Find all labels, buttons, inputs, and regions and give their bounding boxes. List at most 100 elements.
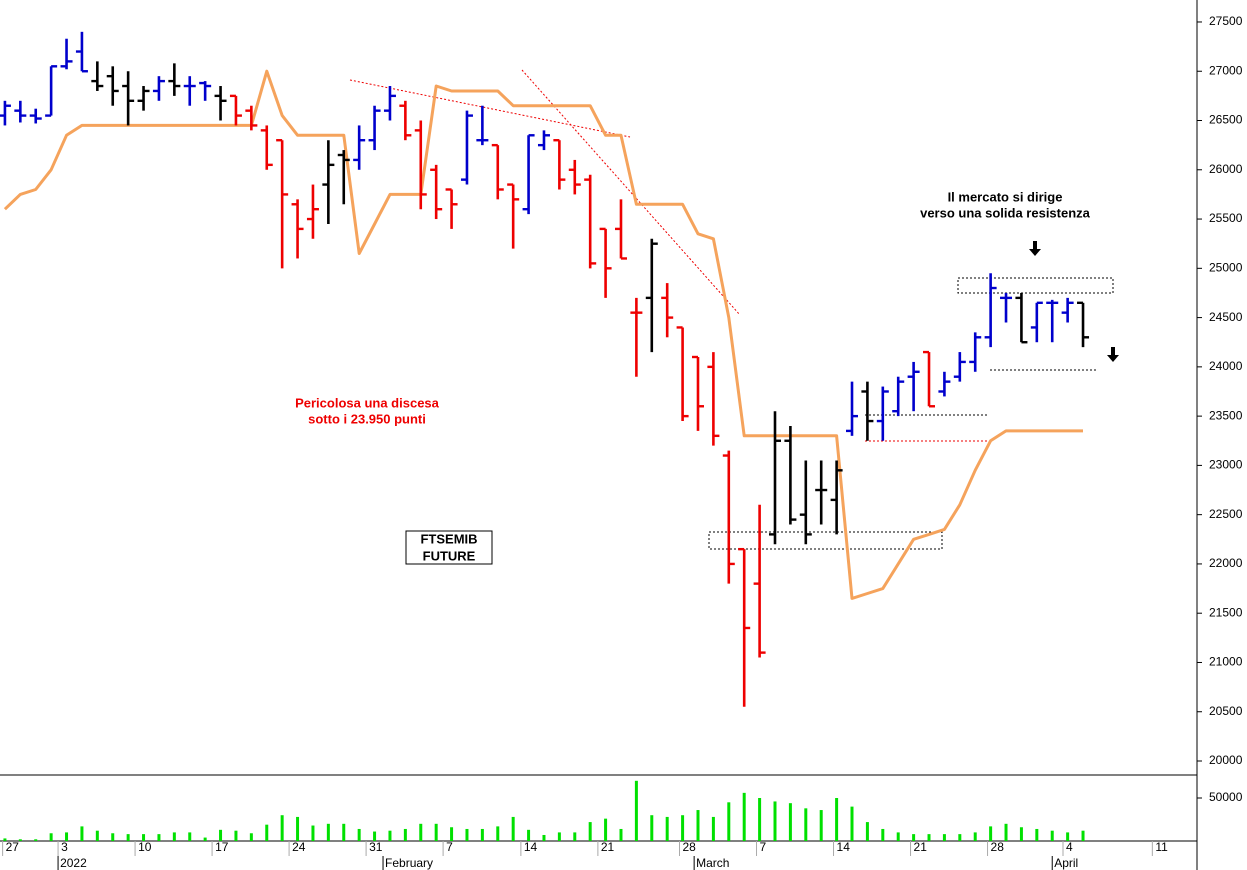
ohlc-bar [784, 425, 797, 525]
ohlc-bar [769, 411, 782, 545]
ohlc-bar [137, 86, 150, 111]
ohlc-bar [923, 350, 936, 408]
x-tick-label: 7 [446, 840, 453, 854]
ohlc-bar [676, 326, 689, 422]
x-tick-label: 31 [369, 840, 383, 854]
arrow-down [1107, 347, 1119, 362]
ohlc-bar [214, 86, 227, 121]
ohlc-bar [584, 174, 597, 269]
period-label: February [385, 856, 433, 870]
annotation: Il mercato si dirige [948, 189, 1063, 204]
ohlc-bar [383, 86, 396, 121]
ohlc-bar [568, 159, 581, 195]
ohlc-bar [106, 66, 119, 106]
trend-line [349, 79, 631, 138]
ohlc-bar [414, 120, 427, 210]
ohlc-bar [45, 65, 58, 117]
ohlc-bar [430, 164, 443, 220]
ohlc-bar [738, 547, 751, 707]
ohlc-bar [199, 81, 212, 101]
ohlc-bar [368, 105, 381, 151]
x-tick-label: 4 [1066, 840, 1073, 854]
ohlc-bar [1000, 292, 1013, 323]
x-tick-label: 14 [524, 840, 538, 854]
x-tick-label: 7 [760, 840, 767, 854]
y-tick-label: 24000 [1209, 359, 1243, 373]
y-tick-label: 25000 [1209, 260, 1243, 274]
ohlc-bar [337, 150, 350, 205]
ohlc-bar [14, 100, 27, 123]
ohlc-bar [1015, 292, 1028, 344]
x-tick-label: 24 [292, 840, 306, 854]
y-tick-label: 50000 [1209, 790, 1243, 804]
ohlc-bar [60, 38, 73, 70]
x-tick-label: 28 [683, 840, 697, 854]
x-tick-label: 27 [6, 840, 20, 854]
ohlc-bar [276, 139, 289, 269]
ohlc-bar [876, 386, 889, 441]
label-box-text: FUTURE [423, 548, 476, 563]
period-label: 2022 [60, 856, 87, 870]
y-tick-label: 22000 [1209, 556, 1243, 570]
trend-line [521, 69, 741, 316]
decorations [349, 69, 1119, 565]
ohlc-bar [491, 143, 504, 200]
ohlc-bar [861, 381, 874, 441]
y-tick-label: 23500 [1209, 408, 1243, 422]
ohlc-bar [353, 125, 366, 170]
y-tick-label: 20000 [1209, 753, 1243, 767]
ohlc-bar [0, 100, 11, 126]
y-tick-label: 27000 [1209, 63, 1243, 77]
ohlc-bar [1077, 301, 1090, 348]
ohlc-bar [522, 134, 535, 215]
ohlc-bar [645, 238, 658, 353]
x-tick-label: 14 [837, 840, 851, 854]
ohlc-bar [938, 371, 951, 397]
arrow-down [1029, 241, 1041, 256]
ohlc-bar [815, 460, 828, 525]
x-tick-label: 10 [138, 840, 152, 854]
ohlc-bar [599, 227, 612, 298]
x-tick-label: 28 [991, 840, 1005, 854]
y-tick-label: 26500 [1209, 113, 1243, 127]
y-tick-label: 20500 [1209, 704, 1243, 718]
y-tick-label: 23000 [1209, 458, 1243, 472]
ohlc-bar [322, 140, 335, 224]
ohlc-bar [753, 504, 766, 658]
y-tick-label: 25500 [1209, 211, 1243, 225]
y-tick-label: 24500 [1209, 310, 1243, 324]
ohlc-bar [846, 381, 859, 436]
ohlc-bar [260, 125, 273, 170]
ohlc-bar [953, 352, 966, 382]
resistance-box [957, 277, 1114, 294]
ohlc-bar [630, 297, 643, 377]
ohlc-bar [476, 105, 489, 146]
ohlc-bar [29, 108, 42, 124]
label-box-text: FTSEMIB [420, 531, 477, 546]
ohlc-bar [399, 100, 412, 141]
ohlc-bar [1061, 297, 1074, 323]
label-box [405, 530, 493, 565]
ohlc-bar [722, 450, 735, 584]
x-tick-label: 17 [215, 840, 229, 854]
ohlc-bar [984, 273, 997, 348]
ohlc-bar [553, 139, 566, 190]
ohlc-bar [91, 61, 104, 91]
ohlc-bar [707, 352, 720, 446]
ohlc-bar [183, 76, 196, 106]
support-box [708, 531, 943, 550]
x-tick-label: 21 [601, 840, 615, 854]
ohlc-bar [830, 460, 843, 535]
y-tick-label: 26000 [1209, 162, 1243, 176]
ohlc-bar [892, 376, 905, 417]
ohlc-bar [799, 460, 812, 545]
ohlc-bar [537, 130, 550, 151]
x-tick-label: 11 [1155, 840, 1168, 854]
ohlc-bar [1046, 299, 1059, 343]
annotation: Pericolosa una discesa [295, 395, 440, 410]
period-label: April [1054, 856, 1078, 870]
x-tick-label: 21 [914, 840, 928, 854]
ohlc-bar [445, 188, 458, 229]
ohlc-bar [614, 199, 627, 260]
